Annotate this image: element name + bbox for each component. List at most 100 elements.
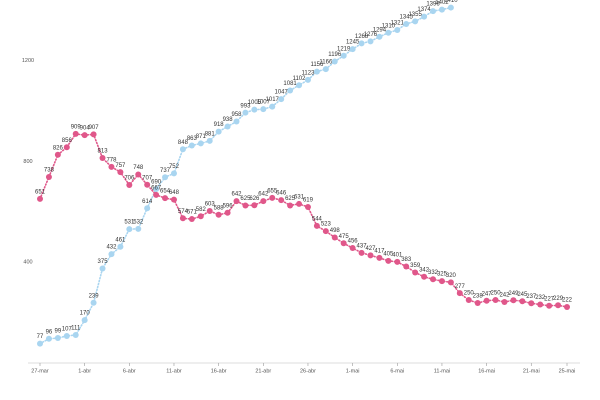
data-label: 625 [285,196,296,202]
x-tick-label: 11-mai [434,368,450,374]
point [72,130,79,137]
data-label: 1047 [274,90,288,96]
point [385,257,392,264]
data-label: 170 [80,311,91,317]
series-line [39,6,452,345]
data-label: 1156 [310,62,324,68]
data-label: 1276 [364,32,378,38]
point [483,297,490,304]
x-tick-label: 1-abr [78,368,91,374]
data-label: 232 [535,295,546,301]
data-label: 250 [491,291,502,297]
point [528,300,535,307]
data-label: 1345 [400,15,414,21]
y-tick-label: 400 [23,260,32,266]
point [117,243,124,250]
data-label: 1166 [319,60,333,66]
point [206,137,213,144]
point [188,216,195,223]
point [304,76,311,83]
point [430,276,437,283]
point [206,207,213,214]
data-label: 544 [312,216,323,222]
data-label: 342 [419,267,430,273]
data-label: 437 [357,243,368,249]
point [474,300,481,307]
data-label: 1321 [391,21,405,27]
point [72,332,79,339]
point [313,222,320,229]
data-label: 1410 [444,0,458,4]
point [313,68,320,75]
data-label: 77 [37,334,44,340]
data-label: 619 [303,198,314,204]
point [456,290,463,297]
point [37,195,43,202]
data-label: 99 [55,329,62,335]
data-label: 642 [232,192,243,198]
point [555,302,562,309]
point [519,298,526,305]
data-label: 107 [62,327,73,333]
point [358,249,365,256]
point [367,252,374,259]
point [81,317,88,324]
point [90,299,97,306]
point [260,198,267,205]
point [144,205,151,212]
point [465,296,472,303]
data-label: 904 [80,126,91,132]
point [153,191,160,198]
point [63,333,70,340]
data-label: 642 [258,192,269,198]
point [564,304,570,311]
data-label: 405 [383,251,394,257]
point [188,142,195,149]
y-tick-label: 1200 [22,58,34,64]
data-label: 1081 [283,81,297,87]
point [510,297,517,304]
point [322,228,329,235]
data-label: 907 [89,125,100,131]
data-label: 1310 [382,23,396,29]
data-label: 778 [106,157,117,163]
point [376,254,383,261]
point [126,226,133,233]
point [233,118,240,125]
data-label: 651 [35,189,46,195]
data-label: 249 [508,291,519,297]
data-label: 475 [339,234,350,240]
point [126,182,133,189]
data-label: 325 [437,272,448,278]
data-label: 523 [321,222,332,228]
data-label: 856 [62,138,73,144]
data-label: 532 [133,219,144,225]
data-label: 1294 [373,27,387,33]
point [242,109,249,116]
data-label: 401 [392,252,403,258]
data-label: 222 [562,298,573,304]
data-label: 909 [71,124,82,130]
point [197,213,204,220]
point [117,169,124,176]
data-label: 596 [223,203,234,209]
data-label: 1355 [408,12,422,18]
point [367,38,374,45]
point [537,301,544,308]
x-tick-label: 6-mai [390,368,404,374]
point [108,163,115,170]
point [197,140,204,147]
data-label: 918 [214,122,225,128]
point [251,106,258,113]
point [260,106,267,113]
data-label: 1374 [417,7,431,13]
data-label: 571 [187,210,198,216]
point [438,278,445,285]
series-line [39,133,568,308]
point [287,87,294,94]
point [447,4,454,11]
point [501,298,508,305]
point [385,29,392,36]
point [394,258,401,265]
